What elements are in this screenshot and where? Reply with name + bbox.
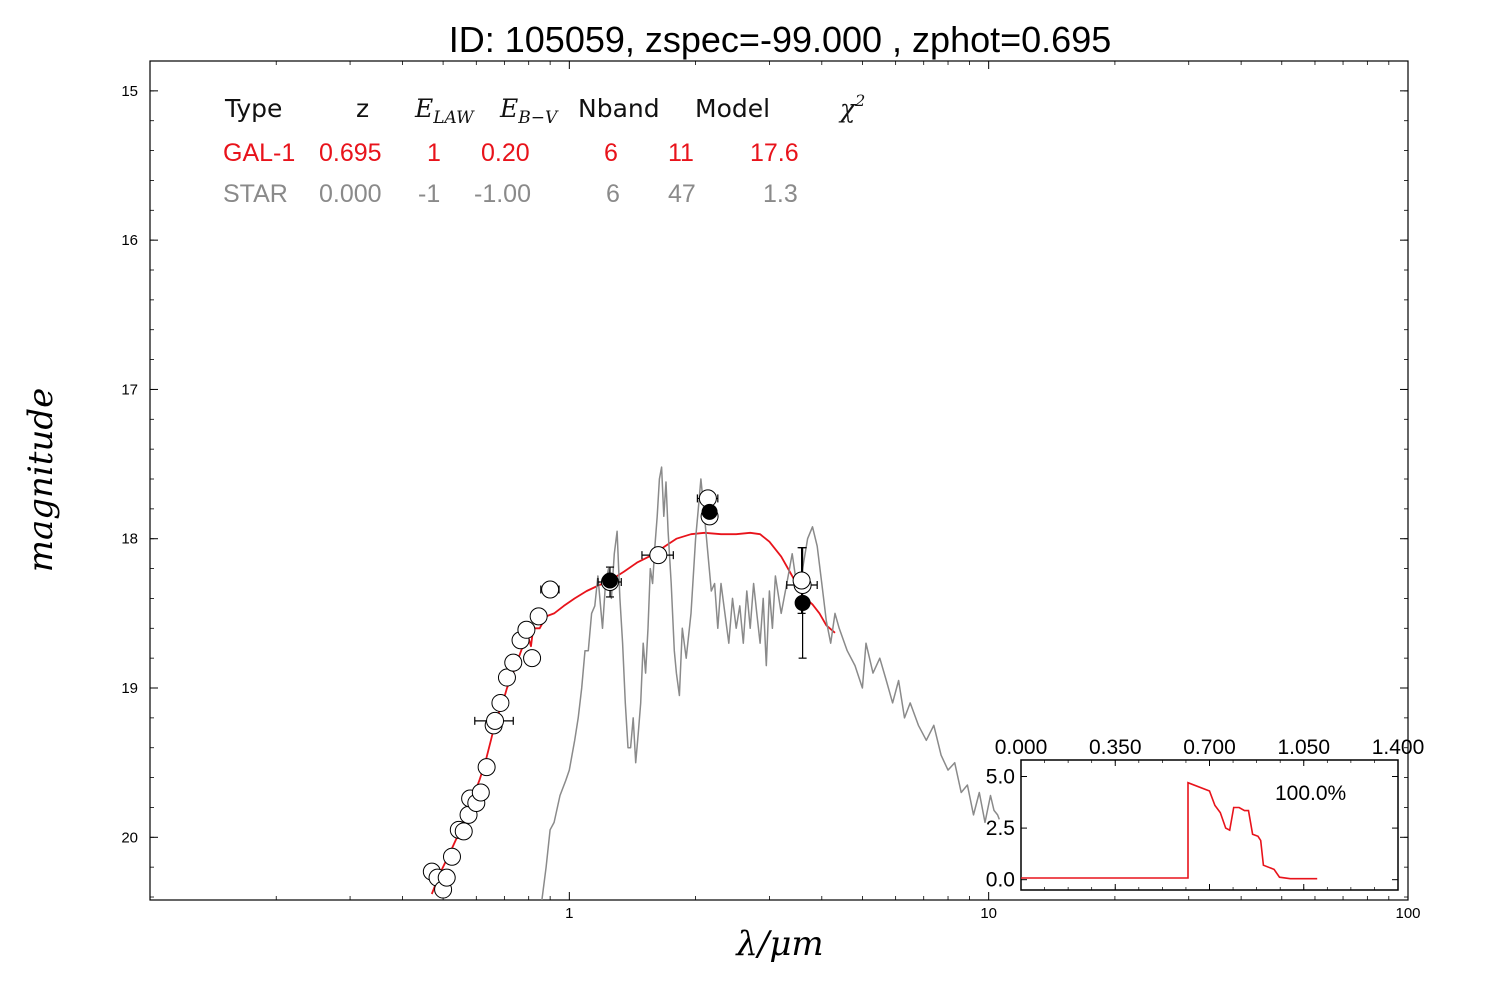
x-tick-label: 10 [980, 905, 997, 922]
gal-chi2: 17.6 [750, 139, 799, 167]
y-tick-label: 18 [121, 531, 138, 548]
pdz-curve [1021, 781, 1318, 880]
inset-x-tick-label: 0.000 [995, 736, 1048, 759]
gal-type: GAL-1 [223, 139, 295, 167]
y-tick-label: 15 [121, 83, 138, 100]
open-photometry-point [471, 783, 490, 802]
inset-x-tick-label: 1.400 [1372, 736, 1425, 759]
open-photometry-point [517, 620, 536, 639]
gal-elaw: 1 [427, 139, 441, 167]
pdz-percentage-label: 100.0% [1275, 782, 1346, 805]
x-axis-label: λ/μm [734, 924, 823, 964]
table-row-galaxy: GAL-1 0.695 1 0.20 6 11 17.6 [223, 139, 799, 167]
open-photometry-point [486, 711, 505, 730]
filled-photometry-point [794, 594, 811, 611]
open-photometry-point [491, 693, 510, 712]
open-photometry-point [523, 649, 542, 668]
y-tick-label: 16 [121, 232, 138, 249]
table-header-model: Model [695, 94, 770, 123]
open-photometry-point [454, 822, 473, 841]
open-photometry-point [437, 868, 456, 887]
table-header-type: Type [224, 94, 282, 123]
x-tick-label: 100 [1395, 905, 1420, 922]
table-row-star: STAR 0.000 -1 -1.00 6 47 1.3 [223, 180, 798, 208]
inset-y-tick-label: 2.5 [986, 817, 1015, 840]
plot-data-layer [422, 466, 1001, 900]
inset-y-tick-label: 5.0 [986, 766, 1015, 789]
open-photometry-point [541, 580, 560, 599]
gal-ebv: 0.20 [481, 139, 530, 167]
filled-photometry-point [701, 503, 718, 520]
table-header-ebv: EB−V [499, 94, 559, 128]
open-photometry-point [504, 653, 523, 672]
open-photometry-point [442, 847, 461, 866]
table-header-chi2: χ2 [838, 91, 865, 123]
star-elaw: -1 [418, 180, 440, 208]
star-nband: 6 [606, 180, 620, 208]
inset-y-tick-label: 0.0 [986, 869, 1015, 892]
star-z: 0.000 [319, 180, 382, 208]
filled-photometry-point [601, 572, 618, 589]
gal-z: 0.695 [319, 139, 382, 167]
star-model: 47 [668, 180, 696, 208]
chart-title: ID: 105059, zspec=-99.000 , zphot=0.695 [449, 19, 1111, 60]
inset-frame [1020, 759, 1399, 891]
open-photometry-point [529, 607, 548, 626]
table-header-z: z [356, 94, 369, 123]
star-type: STAR [223, 180, 288, 208]
y-tick-label: 17 [121, 381, 138, 398]
star-chi2: 1.3 [763, 180, 798, 208]
open-photometry-point [792, 571, 811, 590]
y-tick-label: 20 [121, 829, 138, 846]
star-template-line [541, 466, 1001, 900]
open-photometry-point [649, 546, 668, 565]
open-photometry-point [497, 668, 516, 687]
table-header-elaw: ELAW [414, 94, 475, 128]
inset-x-tick-label: 1.050 [1277, 736, 1330, 759]
inset-x-tick-label: 0.350 [1089, 736, 1142, 759]
fit-summary-table: Type z ELAW EB−V Nband Model χ2 GAL-1 0.… [223, 91, 865, 208]
table-header-nband: Nband [578, 94, 660, 123]
gal-nband: 6 [604, 139, 618, 167]
inset-x-tick-label: 0.700 [1183, 736, 1236, 759]
main-plot-frame [149, 60, 1409, 901]
y-tick-label: 19 [121, 680, 138, 697]
open-photometry-point [477, 758, 496, 777]
star-ebv: -1.00 [474, 180, 531, 208]
x-tick-label: 1 [565, 905, 573, 922]
y-axis-label: magnitude [21, 388, 61, 573]
gal-model: 11 [668, 139, 694, 167]
pdz-inset: 0.000 0.350 0.700 1.050 1.400 0.0 2.5 5.0 100.0% [986, 736, 1424, 892]
